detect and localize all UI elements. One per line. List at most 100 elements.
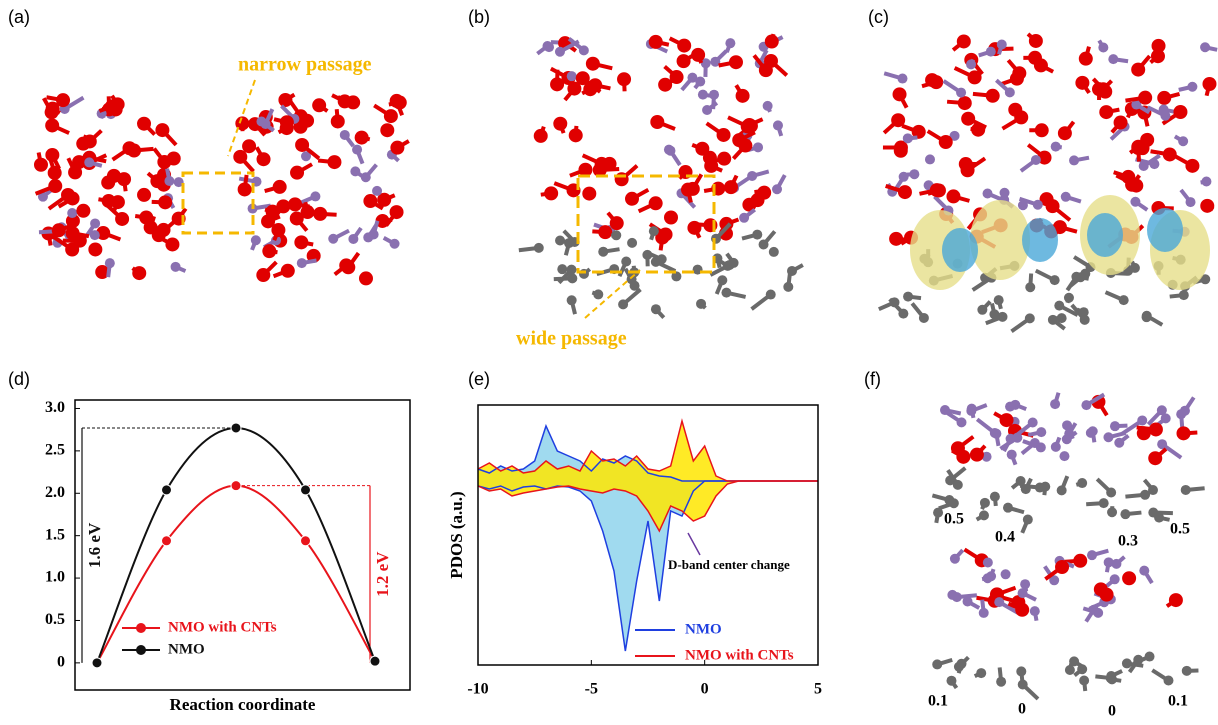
atom — [677, 39, 691, 53]
y-tick-label: 2.0 — [45, 484, 65, 501]
atom — [1176, 409, 1186, 419]
atom — [1081, 400, 1091, 410]
atom — [1120, 509, 1130, 519]
atom — [1137, 426, 1151, 440]
atom — [238, 182, 252, 196]
atom — [137, 188, 151, 202]
atom — [966, 406, 976, 416]
atom — [109, 102, 123, 116]
isosurface — [1022, 218, 1058, 262]
atom — [52, 223, 66, 237]
y-tick-label: 3.0 — [45, 399, 65, 416]
atom — [1151, 49, 1165, 63]
x-tick-label: 5 — [814, 681, 822, 698]
atom — [155, 123, 169, 137]
atom — [1016, 666, 1026, 676]
atom — [1003, 503, 1013, 513]
atom — [889, 232, 903, 246]
atom — [909, 169, 919, 179]
atom — [1096, 82, 1110, 96]
atom — [1140, 490, 1150, 500]
passage-box — [183, 173, 253, 233]
annotation: 1.6 eV — [85, 522, 104, 568]
atom — [1030, 606, 1040, 616]
atom — [997, 40, 1007, 50]
y-tick-label: 1.5 — [45, 526, 65, 543]
atom — [753, 142, 763, 152]
atom — [171, 262, 181, 272]
atom — [598, 225, 612, 239]
atom — [380, 123, 394, 137]
atom — [1119, 295, 1129, 305]
atom — [625, 192, 639, 206]
atom — [772, 184, 782, 194]
x-tick-label: -5 — [585, 681, 598, 698]
atom — [957, 417, 967, 427]
atom — [1012, 66, 1026, 80]
atom — [621, 256, 631, 266]
atom — [773, 120, 783, 130]
atom — [1182, 666, 1192, 676]
atom — [1108, 54, 1118, 64]
atom — [579, 269, 589, 279]
value-label: 0 — [1018, 701, 1026, 718]
atom — [313, 207, 327, 221]
atom — [1035, 123, 1049, 137]
legend-label: NMO with CNTs — [685, 647, 794, 663]
panel-label: (c) — [868, 7, 889, 27]
atom — [759, 240, 769, 250]
atom — [665, 146, 675, 156]
atom — [963, 596, 973, 606]
atom — [738, 139, 752, 153]
atom — [262, 244, 276, 258]
atom — [90, 230, 100, 240]
atom — [702, 105, 712, 115]
atom — [111, 195, 125, 209]
atom — [76, 204, 90, 218]
atom — [1079, 307, 1089, 317]
atom — [586, 57, 600, 71]
atom — [979, 510, 989, 520]
atom — [618, 299, 628, 309]
atom — [610, 216, 624, 230]
atom — [1051, 442, 1061, 452]
atom — [627, 238, 637, 248]
atom — [257, 152, 271, 166]
atom — [1114, 438, 1124, 448]
atom — [1005, 87, 1015, 97]
atom — [649, 35, 663, 49]
atom — [165, 237, 179, 251]
atom — [1088, 426, 1098, 436]
atom — [48, 179, 62, 193]
atom — [534, 243, 544, 253]
legend-label: NMO — [685, 621, 722, 637]
legend-marker — [136, 623, 146, 633]
atom — [698, 90, 708, 100]
atom — [724, 180, 738, 194]
atom — [301, 205, 315, 219]
atom — [288, 197, 302, 211]
atom — [105, 258, 115, 268]
y-tick-label: 0 — [57, 654, 65, 671]
atom — [1029, 34, 1043, 48]
atom — [1139, 161, 1149, 171]
annotation: 1.2 eV — [373, 551, 392, 597]
atom — [925, 73, 939, 87]
atom — [990, 492, 1000, 502]
value-label: 0.1 — [928, 693, 948, 710]
atom — [986, 571, 996, 581]
atom — [327, 155, 341, 169]
atom — [681, 183, 695, 197]
atom — [1157, 405, 1167, 415]
atom — [1087, 550, 1097, 560]
atom — [1181, 485, 1191, 495]
atom — [278, 93, 292, 107]
pdos-plot — [478, 421, 818, 651]
atom — [1133, 655, 1143, 665]
atom — [1079, 52, 1093, 66]
atom — [1073, 554, 1087, 568]
value-label: 0.4 — [995, 529, 1015, 546]
atom — [1139, 566, 1149, 576]
plot-frame — [75, 400, 410, 690]
atom — [649, 196, 663, 210]
